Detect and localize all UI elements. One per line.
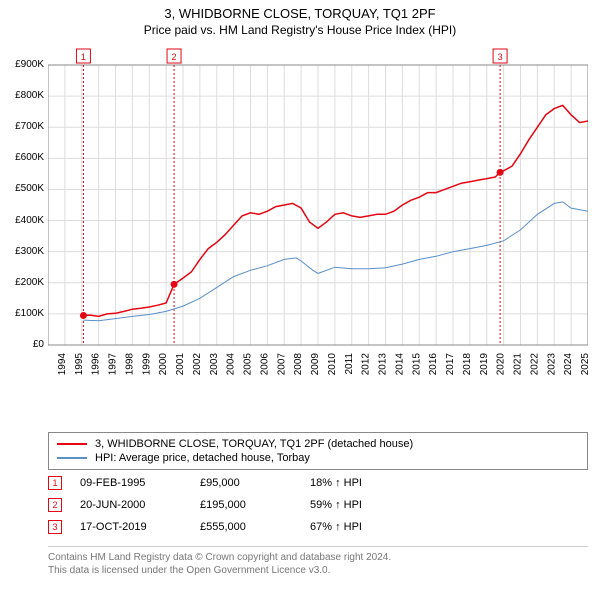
svg-text:2015: 2015: [411, 353, 422, 376]
sale-price: £555,000: [200, 521, 310, 533]
svg-text:2025: 2025: [580, 353, 588, 376]
svg-text:2002: 2002: [192, 353, 203, 376]
y-axis-label: £700K: [0, 121, 44, 132]
sale-row: 3 17-OCT-2019 £555,000 67% ↑ HPI: [48, 516, 588, 538]
y-axis-label: £500K: [0, 183, 44, 194]
y-axis-label: £0: [0, 339, 44, 350]
svg-text:2007: 2007: [276, 353, 287, 376]
svg-text:2021: 2021: [513, 353, 524, 376]
chart-title: 3, WHIDBORNE CLOSE, TORQUAY, TQ1 2PF: [0, 6, 600, 21]
legend-swatch: [57, 443, 87, 445]
svg-text:1997: 1997: [108, 353, 119, 376]
svg-text:2009: 2009: [310, 353, 321, 376]
svg-text:2005: 2005: [243, 353, 254, 376]
svg-text:2006: 2006: [259, 353, 270, 376]
sale-date: 17-OCT-2019: [80, 521, 200, 533]
svg-text:1999: 1999: [141, 353, 152, 376]
svg-text:2023: 2023: [546, 353, 557, 376]
svg-text:3: 3: [498, 52, 503, 62]
sale-pct: 59% ↑ HPI: [310, 499, 400, 511]
title-block: 3, WHIDBORNE CLOSE, TORQUAY, TQ1 2PF Pri…: [0, 0, 600, 37]
svg-text:2013: 2013: [378, 353, 389, 376]
legend-item: HPI: Average price, detached house, Torb…: [57, 451, 579, 465]
footer-line: This data is licensed under the Open Gov…: [48, 564, 588, 577]
y-axis-label: £400K: [0, 215, 44, 226]
legend: 3, WHIDBORNE CLOSE, TORQUAY, TQ1 2PF (de…: [48, 432, 588, 470]
svg-text:1: 1: [81, 52, 86, 62]
svg-text:2020: 2020: [496, 353, 507, 376]
svg-text:2008: 2008: [293, 353, 304, 376]
chart-subtitle: Price paid vs. HM Land Registry's House …: [0, 23, 600, 37]
sale-price: £95,000: [200, 477, 310, 489]
legend-label: 3, WHIDBORNE CLOSE, TORQUAY, TQ1 2PF (de…: [95, 438, 413, 450]
svg-text:2012: 2012: [361, 353, 372, 376]
y-axis-label: £100K: [0, 308, 44, 319]
sale-pct: 18% ↑ HPI: [310, 477, 400, 489]
sale-marker-icon: 2: [48, 498, 62, 512]
footer-line: Contains HM Land Registry data © Crown c…: [48, 551, 588, 564]
svg-text:2001: 2001: [175, 353, 186, 376]
sale-marker-icon: 1: [48, 476, 62, 490]
legend-item: 3, WHIDBORNE CLOSE, TORQUAY, TQ1 2PF (de…: [57, 437, 579, 451]
chart-container: 3, WHIDBORNE CLOSE, TORQUAY, TQ1 2PF Pri…: [0, 0, 600, 590]
svg-text:2003: 2003: [209, 353, 220, 376]
svg-text:2017: 2017: [445, 353, 456, 376]
sale-row: 1 09-FEB-1995 £95,000 18% ↑ HPI: [48, 472, 588, 494]
y-axis-label: £300K: [0, 246, 44, 257]
svg-text:2018: 2018: [462, 353, 473, 376]
footer: Contains HM Land Registry data © Crown c…: [48, 546, 588, 577]
svg-text:1996: 1996: [91, 353, 102, 376]
sale-date: 09-FEB-1995: [80, 477, 200, 489]
price-chart: 1993 1994 1995 1996 1997 1998 1999 2000 2001 2002…: [48, 45, 588, 390]
svg-text:1998: 1998: [124, 353, 135, 376]
svg-text:1994: 1994: [57, 353, 68, 376]
svg-text:2011: 2011: [344, 353, 355, 375]
y-axis-label: £800K: [0, 90, 44, 101]
svg-text:2016: 2016: [428, 353, 439, 376]
svg-text:1993: 1993: [48, 353, 51, 376]
svg-text:2000: 2000: [158, 353, 169, 376]
y-axis-label: £200K: [0, 277, 44, 288]
sale-row: 2 20-JUN-2000 £195,000 59% ↑ HPI: [48, 494, 588, 516]
y-axis-label: £900K: [0, 59, 44, 70]
sales-table: 1 09-FEB-1995 £95,000 18% ↑ HPI 2 20-JUN…: [48, 472, 588, 538]
sale-marker-icon: 3: [48, 520, 62, 534]
svg-text:2022: 2022: [529, 353, 540, 376]
sale-price: £195,000: [200, 499, 310, 511]
y-axis-label: £600K: [0, 152, 44, 163]
svg-text:2: 2: [172, 52, 177, 62]
svg-text:2024: 2024: [563, 353, 574, 376]
svg-text:2010: 2010: [327, 353, 338, 376]
legend-label: HPI: Average price, detached house, Torb…: [95, 452, 310, 464]
svg-text:2004: 2004: [226, 353, 237, 376]
svg-text:2019: 2019: [479, 353, 490, 376]
legend-swatch: [57, 457, 87, 459]
sale-pct: 67% ↑ HPI: [310, 521, 400, 533]
svg-text:1995: 1995: [74, 353, 85, 376]
sale-date: 20-JUN-2000: [80, 499, 200, 511]
svg-text:2014: 2014: [394, 353, 405, 376]
